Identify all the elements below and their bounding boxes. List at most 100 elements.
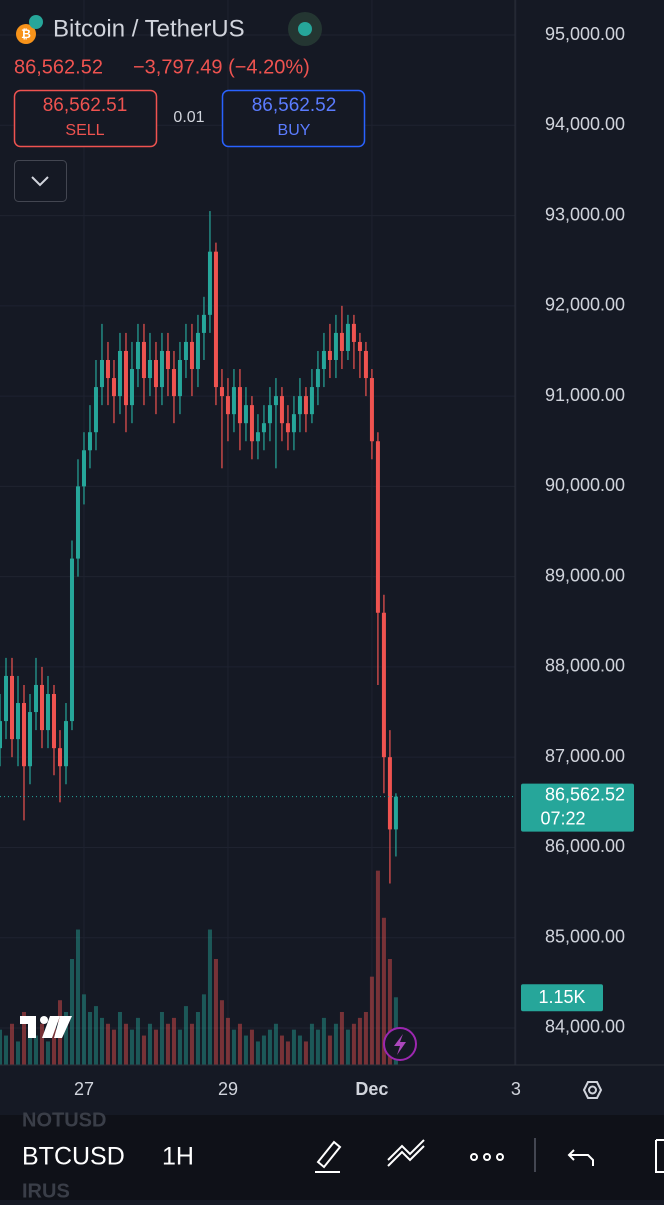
spread: 0.01 bbox=[173, 109, 204, 126]
candle-body bbox=[273, 396, 278, 406]
candle-body bbox=[291, 414, 296, 433]
candle-body bbox=[15, 703, 20, 740]
candle-body bbox=[267, 405, 272, 424]
toolbar-symbol[interactable]: BTCUSD bbox=[22, 1143, 125, 1171]
more-icon[interactable] bbox=[483, 1153, 491, 1161]
candle-body bbox=[51, 693, 56, 749]
candle-body bbox=[171, 369, 176, 397]
buy-label: BUY bbox=[278, 122, 311, 139]
volume-bar bbox=[129, 1029, 134, 1065]
sell-button[interactable] bbox=[13, 89, 158, 148]
candle-body bbox=[393, 796, 398, 830]
volume-layer bbox=[0, 870, 398, 1065]
candle-body bbox=[21, 703, 26, 767]
collapse-button[interactable] bbox=[14, 160, 67, 202]
draw-icon[interactable] bbox=[315, 1140, 342, 1173]
volume-bar bbox=[255, 1041, 260, 1065]
candle-body bbox=[129, 369, 134, 406]
volume-bar bbox=[81, 994, 86, 1065]
more-icon[interactable] bbox=[470, 1153, 478, 1161]
candle-body bbox=[237, 387, 242, 424]
volume-bar bbox=[357, 1017, 362, 1065]
volume-bar bbox=[327, 1035, 332, 1065]
price-change: −3,797.49 (−4.20%) bbox=[133, 56, 310, 78]
volume-bar bbox=[261, 1035, 266, 1065]
chevron-icon bbox=[31, 176, 49, 187]
candle-body bbox=[351, 323, 356, 342]
y-tick-label: 84,000.00 bbox=[545, 1017, 625, 1037]
volume-bar bbox=[207, 929, 212, 1065]
volume-bar bbox=[0, 1029, 2, 1065]
candle-body bbox=[159, 350, 164, 388]
volume-bar bbox=[273, 1023, 278, 1065]
candle-body bbox=[33, 684, 38, 713]
volume-bar bbox=[237, 1023, 242, 1065]
undo-icon[interactable] bbox=[567, 1149, 594, 1166]
candle-body bbox=[57, 748, 62, 767]
volume-bar bbox=[99, 1017, 104, 1065]
volume-bar bbox=[3, 1035, 8, 1065]
volume-bar bbox=[279, 1035, 284, 1065]
candle-body bbox=[303, 396, 308, 415]
candle-body bbox=[75, 486, 80, 559]
volume-bar bbox=[333, 1023, 338, 1065]
volume-bar bbox=[21, 1012, 26, 1065]
toolbar-interval[interactable]: 1H bbox=[162, 1143, 194, 1171]
candle-body bbox=[255, 432, 260, 442]
candle-body bbox=[369, 378, 374, 442]
volume-bar bbox=[123, 1023, 128, 1065]
candle-body bbox=[165, 350, 170, 370]
candle-body bbox=[225, 396, 230, 415]
candle-body bbox=[309, 387, 314, 415]
candle-body bbox=[141, 341, 146, 379]
candle-body bbox=[219, 387, 224, 397]
volume-bar bbox=[363, 1012, 368, 1065]
y-tick-label: 86,000.00 bbox=[545, 836, 625, 856]
candle-body bbox=[243, 405, 248, 424]
market-status-dot bbox=[298, 22, 312, 36]
candle-body bbox=[27, 712, 32, 767]
indicators-icon[interactable] bbox=[387, 1139, 425, 1167]
candle-body bbox=[153, 359, 158, 388]
buy-price: 86,562.52 bbox=[252, 95, 337, 116]
volume-bar bbox=[147, 1023, 152, 1065]
candle-body bbox=[213, 251, 218, 388]
logo-part bbox=[28, 1016, 36, 1038]
candle-body bbox=[63, 721, 68, 767]
candle-body bbox=[195, 332, 200, 370]
btc-icon-glyph: ₿ bbox=[21, 27, 31, 41]
volume-bar bbox=[243, 1035, 248, 1065]
more-icon[interactable] bbox=[496, 1153, 504, 1161]
sell-label: SELL bbox=[65, 122, 104, 139]
toolbar-icons bbox=[315, 1139, 664, 1173]
candle-body bbox=[207, 251, 212, 315]
redo-icon[interactable] bbox=[655, 1139, 664, 1173]
candle-body bbox=[345, 323, 350, 351]
tv-logo bbox=[20, 1016, 72, 1038]
volume-bar bbox=[33, 1035, 38, 1065]
volume-bar bbox=[135, 1017, 140, 1065]
buy-button[interactable] bbox=[221, 89, 366, 148]
volume-bar bbox=[141, 1035, 146, 1065]
last-price: 86,562.52 bbox=[14, 56, 103, 78]
volume-bar bbox=[117, 1012, 122, 1065]
y-tick-label: 94,000.00 bbox=[545, 114, 625, 134]
sell-price: 86,562.51 bbox=[43, 95, 128, 116]
volume-bar bbox=[267, 1029, 272, 1065]
tether-icon bbox=[29, 15, 43, 29]
volume-bar bbox=[153, 1029, 158, 1065]
candle-body bbox=[99, 359, 104, 388]
volume-badge bbox=[521, 984, 603, 1012]
ghost-symbol: IRUS bbox=[22, 1180, 70, 1200]
candle-body bbox=[315, 369, 320, 388]
volume-bar bbox=[105, 1023, 110, 1065]
y-tick-label: 90,000.00 bbox=[545, 475, 625, 495]
y-tick-label: 88,000.00 bbox=[545, 656, 625, 676]
volume-bar bbox=[45, 1041, 50, 1065]
settings-icon[interactable] bbox=[582, 1081, 603, 1099]
volume-bar bbox=[321, 1017, 326, 1065]
symbol-title: Bitcoin / TetherUS bbox=[53, 15, 245, 42]
x-tick-label: 3 bbox=[511, 1079, 521, 1099]
logo-part bbox=[54, 1016, 72, 1038]
